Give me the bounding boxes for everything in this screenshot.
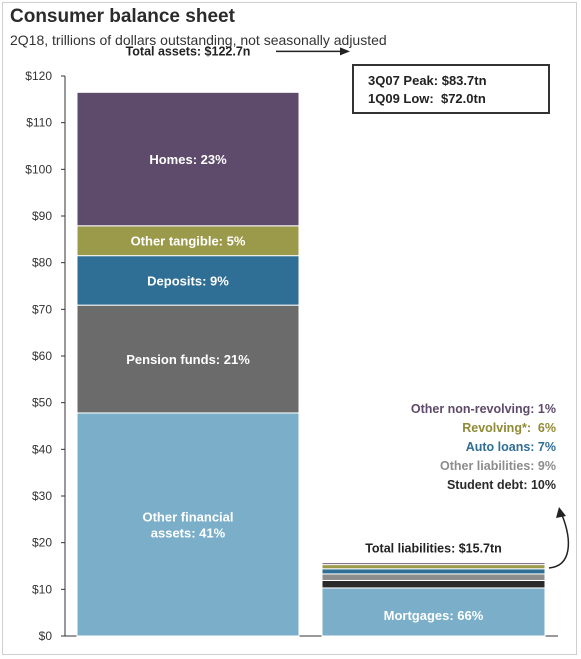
liabilities-bar: Mortgages: 66% (321, 562, 546, 637)
liabilities-legend-item: Revolving*: 6% (462, 421, 556, 435)
liabilities-legend-item: Student debt: 10% (447, 478, 556, 492)
assets-segment-label: Pension funds: 21% (126, 352, 250, 367)
liabilities-segment (321, 562, 546, 566)
assets-segment-label: assets: 41% (151, 525, 226, 540)
assets-segment-label: Homes: 23% (149, 152, 227, 167)
assets-segment (76, 304, 300, 414)
assets-segment-label: Deposits: 9% (147, 273, 229, 288)
liabilities-legend-item: Other non-revolving: 1% (411, 402, 556, 416)
annotations: Total assets: $122.7n Total liabilities: … (126, 44, 570, 569)
y-tick-label: $0 (39, 629, 53, 643)
assets-segment-label: Other tangible: 5% (131, 234, 246, 249)
y-tick-label: $70 (32, 302, 52, 316)
assets-segment (76, 225, 300, 257)
y-axis: $0 $10 $20 $30 $40 $50 $60 $70 $80 $90 $100 $110 $12… (25, 69, 558, 643)
liabilities-legend-item: Other liabilities: 9% (440, 459, 556, 473)
mortgages-label: Mortgages: 66% (384, 608, 484, 623)
y-tick-label: $110 (26, 116, 52, 130)
peak-line: 3Q07 Peak: $83.7tn (368, 73, 487, 88)
legend-arrow-curve (548, 514, 570, 569)
chart-title: Consumer balance sheet (10, 6, 235, 27)
liabilities-segment (321, 564, 546, 570)
total-liabilities-label: Total liabilities: $15.7tn (365, 542, 502, 556)
y-tick-label: $50 (32, 396, 52, 410)
legend-arrow-head (556, 507, 566, 518)
liabilities-segment (321, 579, 546, 589)
y-tick-label: $90 (32, 209, 52, 223)
y-tick-label: $80 (32, 256, 52, 270)
y-tick-label: $40 (32, 442, 52, 456)
assets-segment (76, 412, 300, 637)
liabilities-segment (321, 573, 546, 581)
total-assets-label: Total assets: $122.7n (126, 44, 251, 58)
assets-segment (76, 255, 300, 306)
assets-segment (76, 91, 300, 227)
liabilities-legend-item: Auto loans: 7% (466, 440, 556, 454)
y-tick-label: $60 (32, 349, 52, 363)
peak-low-box: 3Q07 Peak: $83.7tn 1Q09 Low: $72.0tn (352, 64, 550, 114)
y-tick-label: $30 (32, 489, 52, 503)
y-tick-label: $120 (25, 69, 52, 83)
low-line: 1Q09 Low: $72.0tn (368, 91, 486, 106)
peak-arrow-head (340, 47, 350, 56)
assets-segment-label: Other financial (142, 509, 233, 524)
y-tick-label: $10 (32, 582, 52, 596)
liabilities-segment (321, 568, 546, 575)
y-tick-label: $100 (25, 162, 52, 176)
y-tick-label: $20 (32, 536, 52, 550)
chart-subtitle: 2Q18, trillions of dollars outstanding, … (10, 32, 387, 48)
